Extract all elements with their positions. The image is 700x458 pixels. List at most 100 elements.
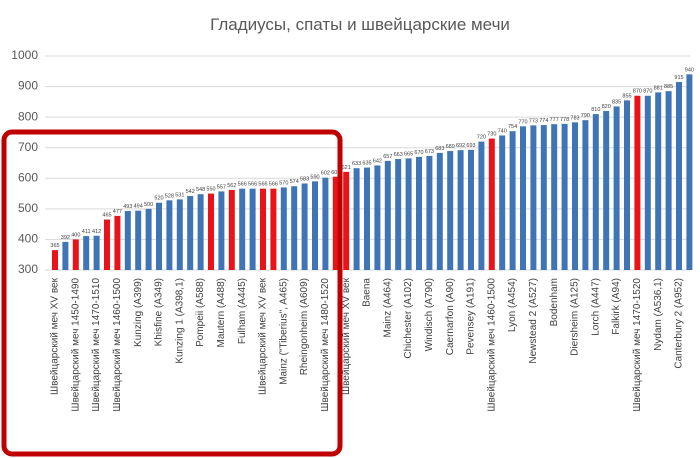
value-label: 670 <box>414 150 423 156</box>
value-label: 566 <box>248 182 257 188</box>
value-label: 605 <box>331 170 340 176</box>
bar <box>499 135 506 270</box>
y-tick-label: 300 <box>18 262 38 276</box>
bar <box>530 125 537 270</box>
x-tick-label: Швейцарский меч XV век <box>50 277 61 395</box>
value-label: 570 <box>279 180 288 186</box>
bar <box>280 187 287 270</box>
bar <box>582 120 589 270</box>
bar <box>436 152 443 270</box>
bar <box>478 141 485 270</box>
value-label: 754 <box>508 124 517 130</box>
value-label: 621 <box>342 165 351 171</box>
value-label: 885 <box>664 84 673 90</box>
value-label: 642 <box>373 158 382 164</box>
x-tick-label: Lorch (A447) <box>590 278 601 336</box>
bar <box>551 124 558 270</box>
chart-title: Гладиусы, спаты и швейцарские мечи <box>210 15 510 34</box>
value-label: 392 <box>61 235 70 241</box>
value-label: 493 <box>123 204 132 210</box>
bar <box>364 167 370 270</box>
x-tick-label: Kunzing (A399) <box>133 278 144 347</box>
value-label: 528 <box>165 193 174 199</box>
x-tick-label: Швейцарский меч XV век <box>341 277 352 395</box>
bar <box>52 250 58 270</box>
value-label: 550 <box>206 187 215 193</box>
bar <box>603 111 610 271</box>
x-tick-label: Khisfine (A349) <box>154 278 165 346</box>
bar <box>83 236 90 270</box>
value-label: 566 <box>238 182 247 188</box>
bar <box>426 155 433 270</box>
value-label: 583 <box>300 176 309 182</box>
bar <box>156 202 162 270</box>
x-tick-label: Falkirk (A94) <box>611 278 622 335</box>
bar <box>405 158 412 270</box>
value-label: 542 <box>186 189 195 195</box>
x-tick-label: Швейцарский меч 1470-1510 <box>91 278 102 412</box>
value-label: 777 <box>550 117 559 123</box>
value-label: 635 <box>362 161 371 167</box>
bar <box>572 122 578 270</box>
value-label: 657 <box>383 154 392 160</box>
x-tick-label: Baena <box>362 278 373 307</box>
bar <box>613 106 620 270</box>
bar <box>353 168 360 270</box>
bar <box>665 91 672 271</box>
bar <box>395 159 402 270</box>
value-label: 531 <box>175 192 184 198</box>
value-label: 774 <box>539 118 548 124</box>
x-tick-label: Mainz (A464) <box>382 278 393 337</box>
bar <box>62 241 69 270</box>
bar <box>343 171 350 270</box>
y-tick-label: 900 <box>18 79 38 93</box>
bar <box>145 208 152 270</box>
x-tick-label: Canterbury 2 (A952) <box>674 278 685 369</box>
bar <box>135 210 142 270</box>
value-label: 683 <box>435 146 444 152</box>
bar <box>72 239 79 270</box>
x-tick-label: Diersheim (A125) <box>570 278 581 356</box>
x-tick-label: Pevensey (A191) <box>466 278 477 355</box>
value-label: 633 <box>352 161 361 167</box>
value-label: 870 <box>643 89 652 95</box>
bar <box>686 74 693 270</box>
plot-area: 300 400 500 600 700 800 900 1000 365 Швейцарский … <box>11 48 694 411</box>
bar <box>520 126 526 270</box>
value-label: 940 <box>685 67 694 73</box>
x-tick-label: Pompeii (A588) <box>195 278 206 347</box>
value-label: 562 <box>227 183 236 189</box>
value-label: 692 <box>456 143 465 149</box>
value-label: 740 <box>498 128 507 134</box>
value-label: 835 <box>612 99 621 105</box>
bar <box>301 183 308 270</box>
x-tick-label: Windisch (A790) <box>424 278 435 351</box>
value-label: 773 <box>529 118 538 124</box>
x-tick-label: Newstead 2 (A527) <box>528 278 539 364</box>
x-tick-label: Kunzing 1 (A398,1) <box>174 278 185 364</box>
bar <box>239 188 246 270</box>
x-tick-label: Швейцарский меч 1470-1520 <box>632 278 643 412</box>
bar <box>374 165 381 270</box>
y-tick-label: 800 <box>18 109 38 123</box>
bar <box>218 191 225 270</box>
highlight-box <box>1 129 343 457</box>
value-label: 915 <box>674 75 683 81</box>
bar <box>540 125 547 270</box>
value-label: 790 <box>581 113 590 119</box>
y-tick-label: 1000 <box>11 48 38 62</box>
value-label: 365 <box>50 243 59 249</box>
bar <box>197 194 204 270</box>
value-label: 770 <box>518 119 527 125</box>
value-label: 574 <box>290 179 299 185</box>
value-label: 590 <box>310 174 319 180</box>
x-tick-label: Chichester (A102) <box>403 278 414 359</box>
bar <box>468 149 474 270</box>
x-tick-label: Lyon (A454) <box>507 278 518 332</box>
y-tick-label: 700 <box>18 140 38 154</box>
bar <box>676 81 682 270</box>
value-label: 548 <box>196 187 205 193</box>
x-tick-label: Швейцарский меч 1450-1490 <box>70 278 81 412</box>
bar <box>104 219 110 270</box>
